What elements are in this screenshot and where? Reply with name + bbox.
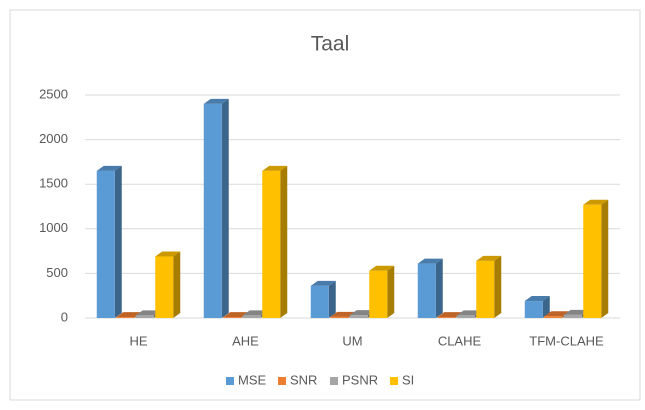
bar	[223, 317, 242, 318]
y-tick-label: 0	[61, 309, 68, 324]
y-tick-label: 2500	[39, 86, 68, 101]
legend-label: MSE	[238, 372, 267, 387]
x-tick-label: UM	[342, 333, 362, 348]
bar	[417, 263, 436, 318]
bar-top	[223, 312, 249, 318]
bar	[349, 315, 368, 318]
bar-side	[542, 296, 550, 318]
legend-swatch	[330, 377, 338, 385]
legend-swatch	[278, 377, 286, 385]
chart-title: Taal	[311, 33, 350, 56]
bar	[583, 204, 602, 318]
bar-side	[280, 165, 288, 318]
bar-side	[114, 165, 122, 318]
bar-top	[96, 165, 122, 171]
x-tick-label: TFM-CLAHE	[529, 333, 604, 348]
bar-top	[349, 310, 375, 316]
legend-label: SI	[402, 372, 414, 387]
bar-side	[221, 98, 229, 318]
bar	[476, 260, 495, 318]
bar	[330, 316, 349, 318]
bar	[563, 314, 582, 318]
bar	[155, 256, 174, 318]
y-tick-label: 1500	[39, 176, 68, 191]
x-tick-label: HE	[129, 333, 147, 348]
bar-top	[563, 309, 589, 315]
bar	[310, 285, 329, 318]
bar-top	[544, 311, 570, 317]
bar	[544, 316, 563, 318]
y-tick-label: 2000	[39, 131, 68, 146]
bar	[96, 170, 115, 318]
bar	[437, 317, 456, 318]
bar-top	[583, 199, 609, 205]
bar	[262, 170, 281, 318]
bar-side	[173, 251, 181, 318]
bar-side	[387, 265, 395, 318]
bar-side	[328, 280, 336, 318]
y-tick-label: 500	[46, 265, 68, 280]
bar-top	[262, 165, 288, 171]
bar	[203, 103, 222, 318]
bar-top	[369, 265, 395, 271]
bar-top	[135, 310, 161, 316]
legend-label: PSNR	[342, 372, 378, 387]
x-tick-label: CLAHE	[438, 333, 482, 348]
bar-top	[310, 280, 336, 286]
bar-top	[476, 255, 502, 261]
bar-top	[524, 296, 550, 302]
bar	[116, 317, 135, 318]
bar	[135, 315, 154, 318]
bar-side	[435, 258, 443, 318]
bar-top	[116, 312, 142, 318]
legend-swatch	[390, 377, 398, 385]
bar-side	[494, 255, 502, 318]
bar	[524, 301, 543, 318]
legend-label: SNR	[290, 372, 317, 387]
bar	[242, 315, 261, 318]
y-tick-label: 1000	[39, 220, 68, 235]
x-tick-label: AHE	[232, 333, 259, 348]
bar-top	[417, 258, 443, 264]
bar	[456, 315, 475, 318]
bar-top	[242, 310, 268, 316]
bar-side	[601, 199, 609, 318]
legend-swatch	[226, 377, 234, 385]
bar	[369, 270, 388, 318]
bar-top	[330, 311, 356, 317]
bar-top	[155, 251, 181, 257]
bar-top	[437, 312, 463, 318]
bar-top	[456, 310, 482, 316]
bar-top	[203, 98, 229, 104]
